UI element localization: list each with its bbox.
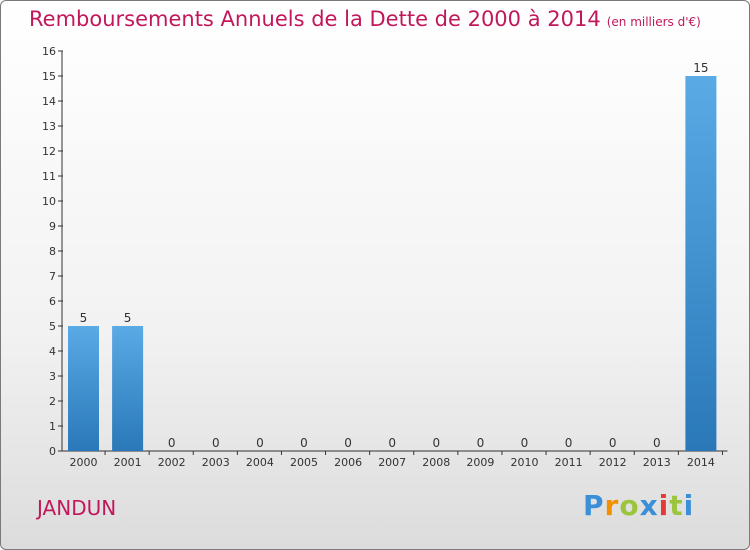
bar-value-label: 5	[80, 311, 88, 325]
logo-letter: o	[619, 489, 640, 522]
bars: 5 5 0 0 0 0 0 0 0 0 0 0 0 0 15	[68, 61, 717, 451]
x-tick-label: 2011	[555, 456, 583, 469]
y-tick-label: 7	[49, 270, 56, 283]
chart-title-text: Remboursements Annuels de la Dette de 20…	[29, 7, 601, 31]
y-tick-label: 13	[42, 120, 56, 133]
x-tick-label: 2014	[687, 456, 715, 469]
logo-letter: r	[604, 489, 620, 522]
y-tick-label: 8	[49, 245, 56, 258]
x-tick-label: 2006	[334, 456, 362, 469]
x-tick-label: 2001	[114, 456, 142, 469]
x-tick-label: 2008	[422, 456, 450, 469]
bar	[112, 326, 144, 451]
y-tick-label: 1	[49, 420, 56, 433]
bar-value-label: 0	[212, 436, 220, 450]
bar-value-label: 5	[124, 311, 132, 325]
x-tick-label: 2007	[378, 456, 406, 469]
logo-letter: P	[583, 489, 605, 522]
y-tick-label: 4	[49, 345, 56, 358]
bar-value-label: 0	[565, 436, 573, 450]
bar-value-label: 0	[432, 436, 440, 450]
y-tick-label: 11	[42, 170, 56, 183]
logo-letter: x	[639, 489, 659, 522]
bar-value-label: 0	[256, 436, 264, 450]
bar-value-label: 0	[609, 436, 617, 450]
x-tick-label: 2002	[158, 456, 186, 469]
logo-letter: i	[658, 489, 670, 522]
bar-value-label: 0	[521, 436, 529, 450]
bar-value-label: 0	[388, 436, 396, 450]
y-tick-label: 2	[49, 395, 56, 408]
y-tick-label: 0	[49, 445, 56, 458]
bar-value-label: 0	[168, 436, 176, 450]
y-tick-label: 15	[42, 70, 56, 83]
bar-value-label: 15	[693, 61, 708, 75]
x-tick-label: 2003	[202, 456, 230, 469]
y-tick-label: 12	[42, 145, 56, 158]
y-tick-label: 16	[42, 45, 56, 58]
y-tick-label: 10	[42, 195, 56, 208]
proxiti-logo: Proxiti	[583, 489, 694, 522]
y-tick-label: 9	[49, 220, 56, 233]
y-tick-label: 6	[49, 295, 56, 308]
y-tick-label: 5	[49, 320, 56, 333]
bar	[68, 326, 99, 451]
x-tick-label: 2010	[511, 456, 539, 469]
x-tick-label: 2004	[246, 456, 274, 469]
bar	[685, 76, 717, 451]
bar-value-label: 0	[344, 436, 352, 450]
x-tick-label: 2012	[599, 456, 627, 469]
x-tick-label: 2013	[643, 456, 671, 469]
bar-value-label: 0	[653, 436, 661, 450]
commune-name: JANDUN	[37, 496, 117, 520]
y-tick-label: 3	[49, 370, 56, 383]
logo-letter: t	[669, 489, 684, 522]
chart-title: Remboursements Annuels de la Dette de 20…	[29, 7, 701, 31]
logo-letter: i	[683, 489, 695, 522]
bar-value-label: 0	[300, 436, 308, 450]
x-tick-label: 2005	[290, 456, 318, 469]
y-tick-label: 14	[42, 95, 56, 108]
x-tick-label: 2009	[466, 456, 494, 469]
chart-units: (en milliers d'€)	[606, 15, 701, 29]
x-tick-label: 2000	[70, 456, 98, 469]
bar-value-label: 0	[477, 436, 485, 450]
